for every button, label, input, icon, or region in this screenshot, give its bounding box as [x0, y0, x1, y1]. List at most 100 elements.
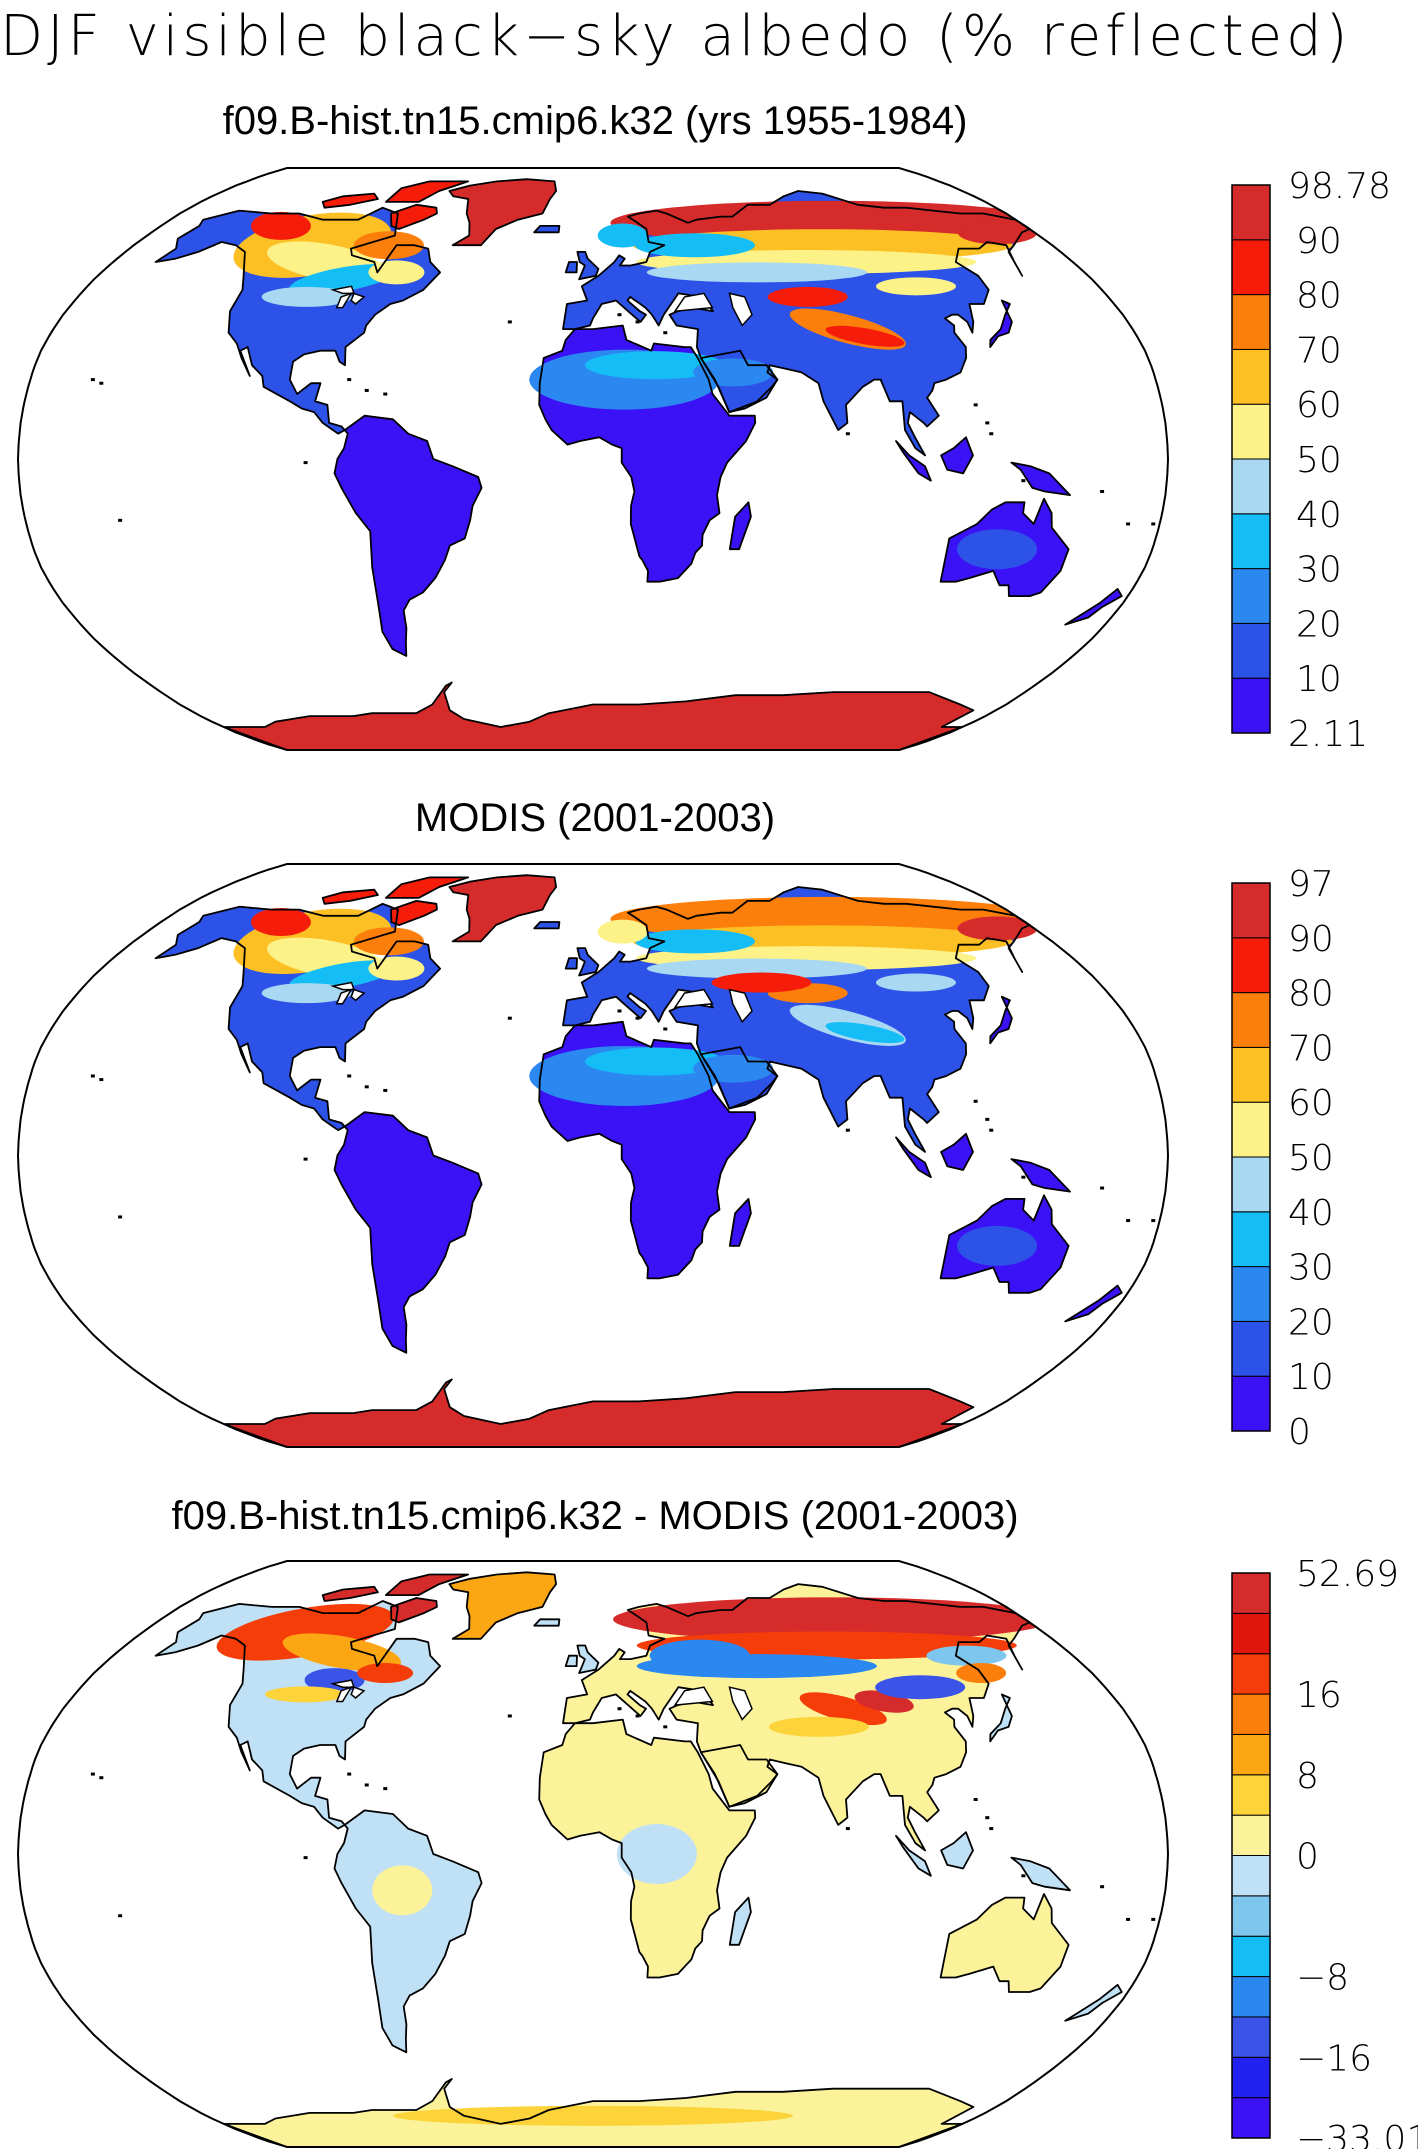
- island-6: [985, 1816, 990, 1820]
- colorbar-swatch: [1231, 1046, 1271, 1103]
- island-13: [1151, 522, 1156, 526]
- albedo-patch: [957, 220, 1038, 245]
- lake-3: [728, 988, 753, 1024]
- lake-1: [335, 292, 353, 309]
- coastline-antarctica: [222, 1378, 975, 1448]
- land-samerica: [334, 415, 482, 656]
- albedo-patch: [649, 1639, 750, 1672]
- coastline-samerica: [333, 414, 483, 657]
- colorbar-tick-label: 98.78: [1288, 166, 1391, 207]
- land-arctic2: [385, 181, 469, 202]
- colorbar-tick-label: 0: [1296, 1837, 1319, 1878]
- colorbar-swatch: [1231, 2056, 1271, 2099]
- lake-1: [335, 1685, 353, 1703]
- coastline-nzealand: [1064, 1284, 1123, 1323]
- coastline-madagascar: [728, 501, 752, 551]
- map-panel-0: [16, 167, 1170, 751]
- coastline-greenland: [448, 874, 557, 943]
- coastline-iceland: [533, 1618, 561, 1627]
- albedo-patch: [261, 983, 352, 1004]
- coastline-ireland: [564, 957, 578, 970]
- colorbar-swatch: [1231, 513, 1271, 570]
- colorbar-tick-label: 10: [1288, 1357, 1334, 1398]
- coastline-namerica: [154, 1600, 441, 1830]
- island-9: [845, 1128, 850, 1132]
- colorbar-tick-label: 90: [1288, 919, 1334, 960]
- land-newguinea: [1011, 1159, 1070, 1192]
- land-samerica: [334, 1112, 482, 1353]
- coastline-namerica: [154, 206, 441, 435]
- colorbar-swatch: [1231, 2097, 1271, 2139]
- colorbar-tick-label: 2.11: [1288, 714, 1368, 755]
- coastline-britain: [576, 947, 600, 977]
- island-12: [1126, 1219, 1131, 1223]
- colorbar-swatch: [1231, 348, 1271, 405]
- colorbar-frame: [1231, 882, 1271, 1432]
- colorbar-tick-label: 80: [1296, 276, 1342, 317]
- island-3: [364, 1085, 369, 1089]
- land-baffin: [391, 1598, 437, 1623]
- albedo-patch: [875, 973, 956, 992]
- coastline-japan: [989, 995, 1013, 1045]
- albedo-patch: [353, 927, 424, 956]
- colorbar-swatch: [1231, 1266, 1271, 1322]
- coastline-madagascar: [728, 1198, 752, 1247]
- albedo-patch: [957, 529, 1038, 570]
- lake-1: [335, 988, 353, 1005]
- colorbar-tick-label: 70: [1288, 1028, 1334, 1069]
- colorbar-tick-label: 20: [1288, 1302, 1334, 1343]
- colorbar-tick-label: 40: [1296, 495, 1342, 536]
- colorbar-swatch: [1231, 1774, 1271, 1816]
- colorbar-swatch: [1231, 403, 1271, 460]
- albedo-patch: [282, 1633, 401, 1672]
- island-11: [1100, 1186, 1105, 1190]
- colorbar-tick-label: −33.01: [1296, 2119, 1418, 2149]
- land-australia: [940, 1894, 1069, 1992]
- colorbar-frame: [1231, 184, 1271, 734]
- lake-4: [673, 988, 714, 1009]
- island-3: [364, 388, 369, 392]
- coastline-arabia: [700, 1744, 779, 1808]
- island-11: [1100, 1885, 1105, 1889]
- island-15: [507, 320, 512, 324]
- island-13: [1151, 1917, 1156, 1921]
- lake-4: [673, 292, 714, 313]
- island-4: [383, 1787, 388, 1791]
- lake-4: [673, 1686, 714, 1706]
- colorbar-tick-label: 30: [1296, 550, 1342, 591]
- colorbar-tick-label: 70: [1296, 330, 1342, 371]
- island-2: [347, 1074, 352, 1078]
- island-18: [663, 1725, 668, 1729]
- colorbar-swatch: [1231, 1976, 1271, 2018]
- island-5: [973, 1798, 978, 1802]
- albedo-patch: [875, 277, 956, 296]
- coastline-australia: [939, 1893, 1070, 1993]
- coastline-madagascar: [728, 1896, 752, 1946]
- albedo-patch: [926, 1645, 1007, 1666]
- land-greenland: [449, 179, 557, 246]
- island-10: [1021, 1175, 1026, 1179]
- colorbar-swatch: [1231, 1653, 1271, 1695]
- island-14: [118, 1914, 123, 1918]
- colorbar-tick-label: 52.69: [1296, 1554, 1399, 1595]
- island-14: [118, 518, 123, 522]
- land-madagascar: [729, 1198, 751, 1246]
- island-12: [1126, 522, 1131, 526]
- colorbar-swatch: [1231, 1211, 1271, 1268]
- island-8: [303, 461, 308, 465]
- colorbar-tick-label: −8: [1296, 1958, 1349, 1999]
- island-11: [1100, 489, 1105, 493]
- coastline-arctic2: [385, 180, 469, 203]
- albedo-patch: [957, 916, 1038, 941]
- coastline-australia: [939, 497, 1070, 597]
- land-madagascar: [729, 502, 751, 550]
- island-7: [989, 432, 994, 436]
- coastline-sumatra: [895, 1834, 932, 1877]
- land-arctic1: [322, 889, 378, 904]
- colorbar-swatch: [1231, 568, 1271, 624]
- island-8: [303, 1157, 308, 1161]
- coastline-newguinea: [1010, 1856, 1071, 1892]
- colorbar-model: 2.11 10 20 30 40 50 60 70 80 90 98.78: [1231, 166, 1391, 755]
- coastline-africa: [538, 324, 757, 583]
